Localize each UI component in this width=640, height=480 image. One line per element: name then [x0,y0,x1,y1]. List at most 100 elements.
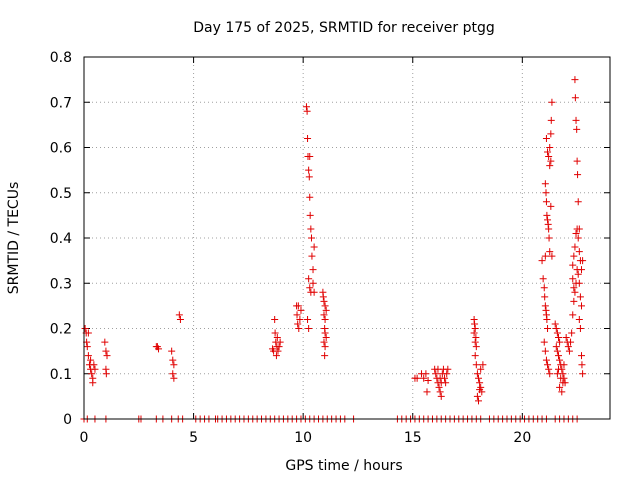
y-tick-label: 0.3 [50,276,72,292]
data-point [541,180,549,188]
data-point [543,211,551,219]
data-point [476,386,484,394]
data-point [540,284,548,292]
data-point [570,284,578,292]
data-point [574,270,582,278]
data-point [305,166,313,174]
data-point [541,293,549,301]
data-point [87,356,95,364]
data-point [545,225,553,233]
data-point [473,392,481,400]
data-point [297,306,305,314]
data-point [306,284,314,292]
data-point [575,279,583,287]
data-point [308,252,316,260]
data-point [435,383,443,391]
data-point [84,352,92,360]
data-point [472,334,480,342]
y-tick-label: 0.5 [50,186,72,202]
data-point [302,103,310,111]
data-point [554,334,562,342]
data-point [101,338,109,346]
data-point [304,315,312,323]
data-point [479,361,487,369]
data-point [568,329,576,337]
data-point [475,374,482,382]
data-point [552,325,560,332]
data-point [322,334,330,342]
data-point [569,311,577,319]
data-point [322,306,330,314]
data-point [321,352,329,360]
data-point [541,302,549,310]
data-point [544,361,552,369]
data-point [424,377,432,385]
data-point [548,98,556,106]
data-point [559,379,567,387]
data-point [542,134,550,142]
data-point [567,338,575,346]
y-tick-label: 0.4 [50,231,72,247]
data-point [91,365,99,373]
data-point [309,266,317,274]
data-point [579,257,587,265]
data-point [271,315,279,323]
data-point [575,248,583,256]
data-point [310,288,318,296]
data-point [102,347,110,355]
data-point [558,388,566,396]
data-point [476,379,484,387]
x-tick-label: 20 [513,430,531,446]
data-point [83,343,91,351]
data-point [564,343,572,351]
data-point [546,370,554,378]
data-point [542,356,550,364]
data-point [545,234,553,242]
series-srmtid [81,76,587,405]
data-point [434,365,442,373]
data-point [102,370,110,378]
data-point [307,225,315,233]
data-point [556,383,564,391]
data-point [89,379,97,387]
data-point [321,329,329,337]
data-point [553,347,561,355]
data-point [569,261,577,269]
data-point [578,302,586,310]
data-point [168,347,176,355]
data-point [320,338,328,346]
data-point [320,297,328,305]
data-point [471,325,479,332]
data-point [546,144,554,151]
data-point [573,266,581,274]
data-point [423,388,431,396]
data-point [544,216,552,224]
data-point [276,338,284,346]
data-point [303,107,311,115]
data-point [170,374,178,382]
data-point [560,361,568,369]
data-point [306,211,314,219]
y-tick-label: 0.7 [50,95,72,111]
data-point [470,329,478,337]
data-point [572,229,580,237]
data-point [472,343,480,351]
data-point [90,361,98,369]
y-tick-label: 0.6 [50,141,72,157]
data-point [176,315,184,323]
data-point [570,252,578,260]
data-point [471,352,479,360]
data-point [272,352,280,360]
data-point [305,173,313,181]
data-point [573,157,581,165]
data-point [544,325,552,332]
data-point [571,76,579,84]
data-point [573,125,581,133]
data-point [545,365,553,373]
data-point [436,388,444,396]
data-point [554,352,562,360]
points-layer [80,76,587,423]
data-point [538,257,546,265]
data-point [295,325,303,332]
